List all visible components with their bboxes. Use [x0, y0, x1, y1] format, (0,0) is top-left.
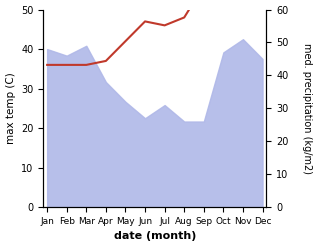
X-axis label: date (month): date (month) [114, 231, 196, 242]
Y-axis label: max temp (C): max temp (C) [5, 72, 16, 144]
Y-axis label: med. precipitation (kg/m2): med. precipitation (kg/m2) [302, 43, 313, 174]
